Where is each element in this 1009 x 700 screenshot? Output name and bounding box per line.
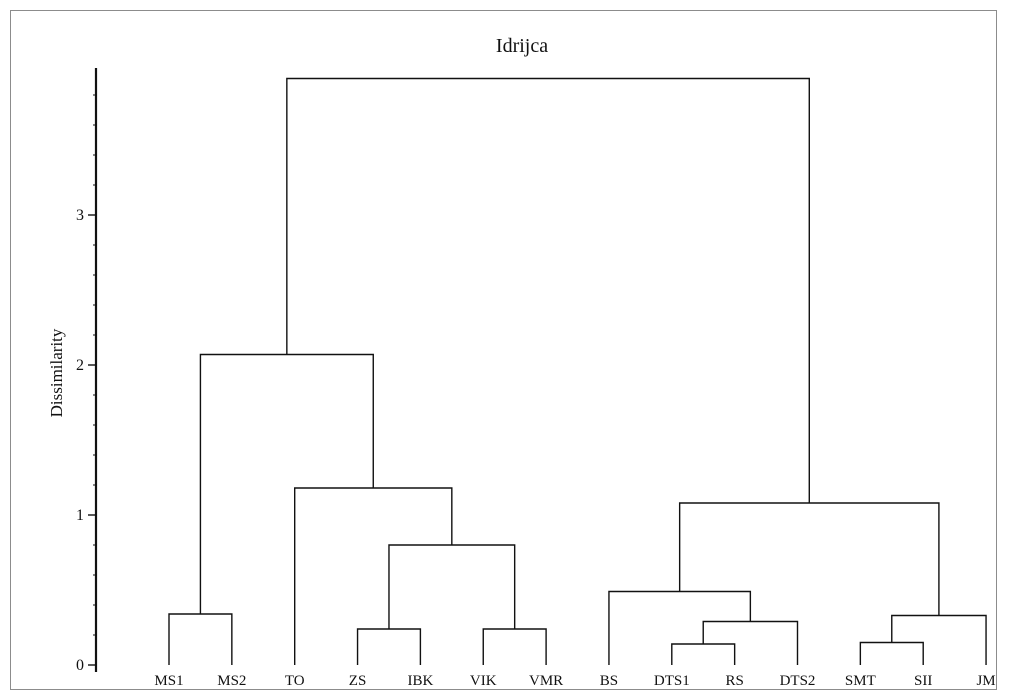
dendrogram-link-n5 (294, 487, 453, 665)
leaf-labels: MS1 MS2 TO ZS IBK VIK VMR BS DTS1 RS DTS2 SMT SII JM (154, 673, 995, 689)
dendrogram-link-n3 (482, 628, 547, 665)
y-tick-label: 3 (76, 207, 84, 224)
dendrogram-link-n9 (608, 590, 752, 665)
dendrogram-link-n7 (671, 643, 736, 665)
leaf-label: JM (976, 673, 995, 689)
y-tick-label: 2 (76, 357, 84, 374)
y-tick-label: 1 (76, 507, 84, 524)
dendrogram-link-n8 (702, 620, 799, 665)
leaf-label: DTS1 (654, 673, 690, 689)
chart-frame (10, 10, 997, 690)
leaf-label: VIK (470, 673, 497, 689)
y-tick-label: 0 (76, 657, 84, 674)
dendrogram-link-n10 (859, 641, 924, 665)
y-axis: 0 1 2 3 (76, 68, 98, 674)
chart-title: Idrijca (496, 35, 548, 57)
leaf-label: DTS2 (780, 673, 816, 689)
dendrogram-link-n2 (356, 628, 422, 665)
leaf-label: RS (725, 673, 743, 689)
dendrogram-link-n13 (286, 77, 810, 503)
leaf-label: ZS (349, 673, 367, 689)
leaf-label: SII (914, 673, 932, 689)
dendrogram-link-n11 (891, 614, 987, 665)
dendrogram-link-n1 (168, 613, 233, 665)
dendrogram-link-n12 (678, 502, 940, 616)
leaf-label: MS1 (154, 673, 183, 689)
dendrogram-link-n6 (199, 353, 374, 614)
leaf-label: TO (285, 673, 305, 689)
leaf-label: SMT (845, 673, 876, 689)
leaf-label: IBK (407, 673, 433, 689)
dendrogram-links (168, 77, 987, 665)
leaf-label: VMR (529, 673, 563, 689)
leaf-label: MS2 (217, 673, 246, 689)
dendrogram-link-n4 (388, 544, 516, 629)
leaf-label: BS (600, 673, 618, 689)
y-axis-label: Dissimilarity (47, 328, 66, 417)
